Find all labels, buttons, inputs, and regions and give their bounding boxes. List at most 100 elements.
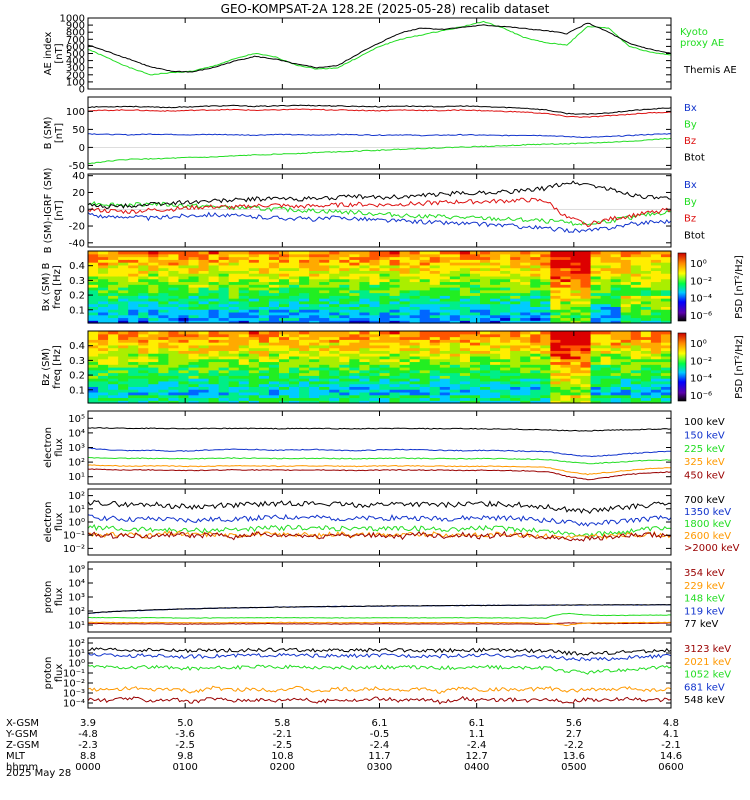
spectrogram-cell [490,295,501,299]
spectrogram-cell [399,256,411,260]
spectrogram-cell [590,342,602,346]
spectrogram-cell [309,259,320,263]
spectrogram-cell [88,369,99,374]
spectrogram-cell [138,372,149,376]
spectrogram-cell [640,262,652,266]
series-line-450-keV [87,468,672,481]
spectrogram-cell [148,270,159,274]
spectrogram-cell [118,369,129,374]
spectrogram-cell [369,295,381,299]
spectrogram-cell [570,386,582,390]
spectrogram-cell [560,256,572,260]
spectrogram-cell [560,339,572,343]
spectrogram-cell [510,306,521,310]
spectrogram-cell [228,311,240,316]
spectrogram-cell [339,364,350,368]
spectrogram-cell [480,256,491,260]
spectrogram-cell [98,275,109,280]
spectrogram-cell [138,339,149,343]
ytick-label: 10⁻² [63,679,85,690]
spectrogram-cell [490,344,501,349]
spectrogram-cell [238,311,250,316]
spectrogram-cell [168,275,180,280]
spectrogram-cell [459,394,471,399]
spectrogram-cell [319,278,330,283]
spectrogram-cell [419,267,431,271]
spectrogram-cell [399,253,411,258]
spectrogram-cell [188,358,200,363]
spectrogram-cell [329,267,340,271]
spectrogram-cell [600,275,612,280]
spectrogram-cell [118,389,129,393]
spectrogram-cell [530,259,541,263]
spectrogram-cell [238,336,250,340]
spectrogram-cell [459,336,471,340]
spectrogram-cell [429,298,441,302]
spectrogram-cell [490,333,501,338]
spectrogram-cell [208,367,220,371]
spectrogram-cell [399,278,411,283]
spectrogram-cell [540,317,551,321]
spectrogram-cell [620,320,632,324]
spectrogram-cell [570,309,582,313]
spectrogram-cell [329,358,340,363]
spectrogram-cell [88,303,99,307]
spectrogram-cell [299,289,310,294]
spectrogram-cell [299,253,310,258]
spectrogram-cell [459,289,471,294]
spectrogram-cell [98,306,109,310]
spectrogram-cell [379,336,391,340]
spectrogram-cell [550,317,562,321]
spectrogram-cell [309,391,320,396]
spectrogram-cell [520,292,531,296]
spectrogram-cell [379,311,391,316]
series-line-By [87,200,672,227]
spectrogram-cell [610,339,622,343]
spectrogram-cell [600,264,612,269]
spectrogram-cell [369,333,381,338]
spectrogram-cell [178,259,190,263]
spectrogram-cell [218,358,230,363]
spectrogram-cell [299,397,310,401]
spectrogram-cell [349,267,360,271]
spectrogram-cell [409,267,421,271]
spectrogram-cell [550,378,562,382]
spectrogram-cell [88,289,99,294]
spectrogram-cell [238,389,250,393]
spectrogram-cell [379,264,391,269]
spectrogram-cell [319,270,330,274]
spectrogram-cell [238,344,250,349]
spectrogram-cell [399,251,411,255]
spectrogram-cell [289,284,300,288]
spectrogram-cell [389,292,401,296]
ylabel-line: electron [43,427,54,468]
spectrogram-cell [429,331,441,335]
spectrogram-cell [359,300,371,305]
spectrogram-cell [329,303,340,307]
spectrogram-cell [198,331,210,335]
spectrogram-cell [98,262,109,266]
spectrogram-cell [500,394,511,399]
orbit-cell: -2.5 [175,740,195,751]
spectrogram-cell [258,278,270,283]
spectrogram-cell [228,344,240,349]
spectrogram-cell [158,295,170,299]
spectrogram-cell [258,298,270,302]
spectrogram-cell [319,314,330,319]
spectrogram-cell [278,284,290,288]
spectrogram-cell [138,364,149,368]
spectrogram-cell [660,309,672,313]
spectrogram-cell [530,336,541,340]
orbit-row-label: X-GSM [6,718,39,729]
spectrogram-cell [98,264,109,269]
spectrogram-cell [660,336,672,340]
spectrogram-cell [630,372,642,376]
spectrogram-cell [359,331,371,335]
spectrogram-cell [590,306,602,310]
ytick-label: 0.1 [69,305,85,316]
colorbar-label: PSD [nT²/Hz] [734,335,745,399]
spectrogram-cell [389,300,401,305]
spectrogram-cell [309,292,320,296]
ytick-label: 10⁹ [68,565,85,576]
